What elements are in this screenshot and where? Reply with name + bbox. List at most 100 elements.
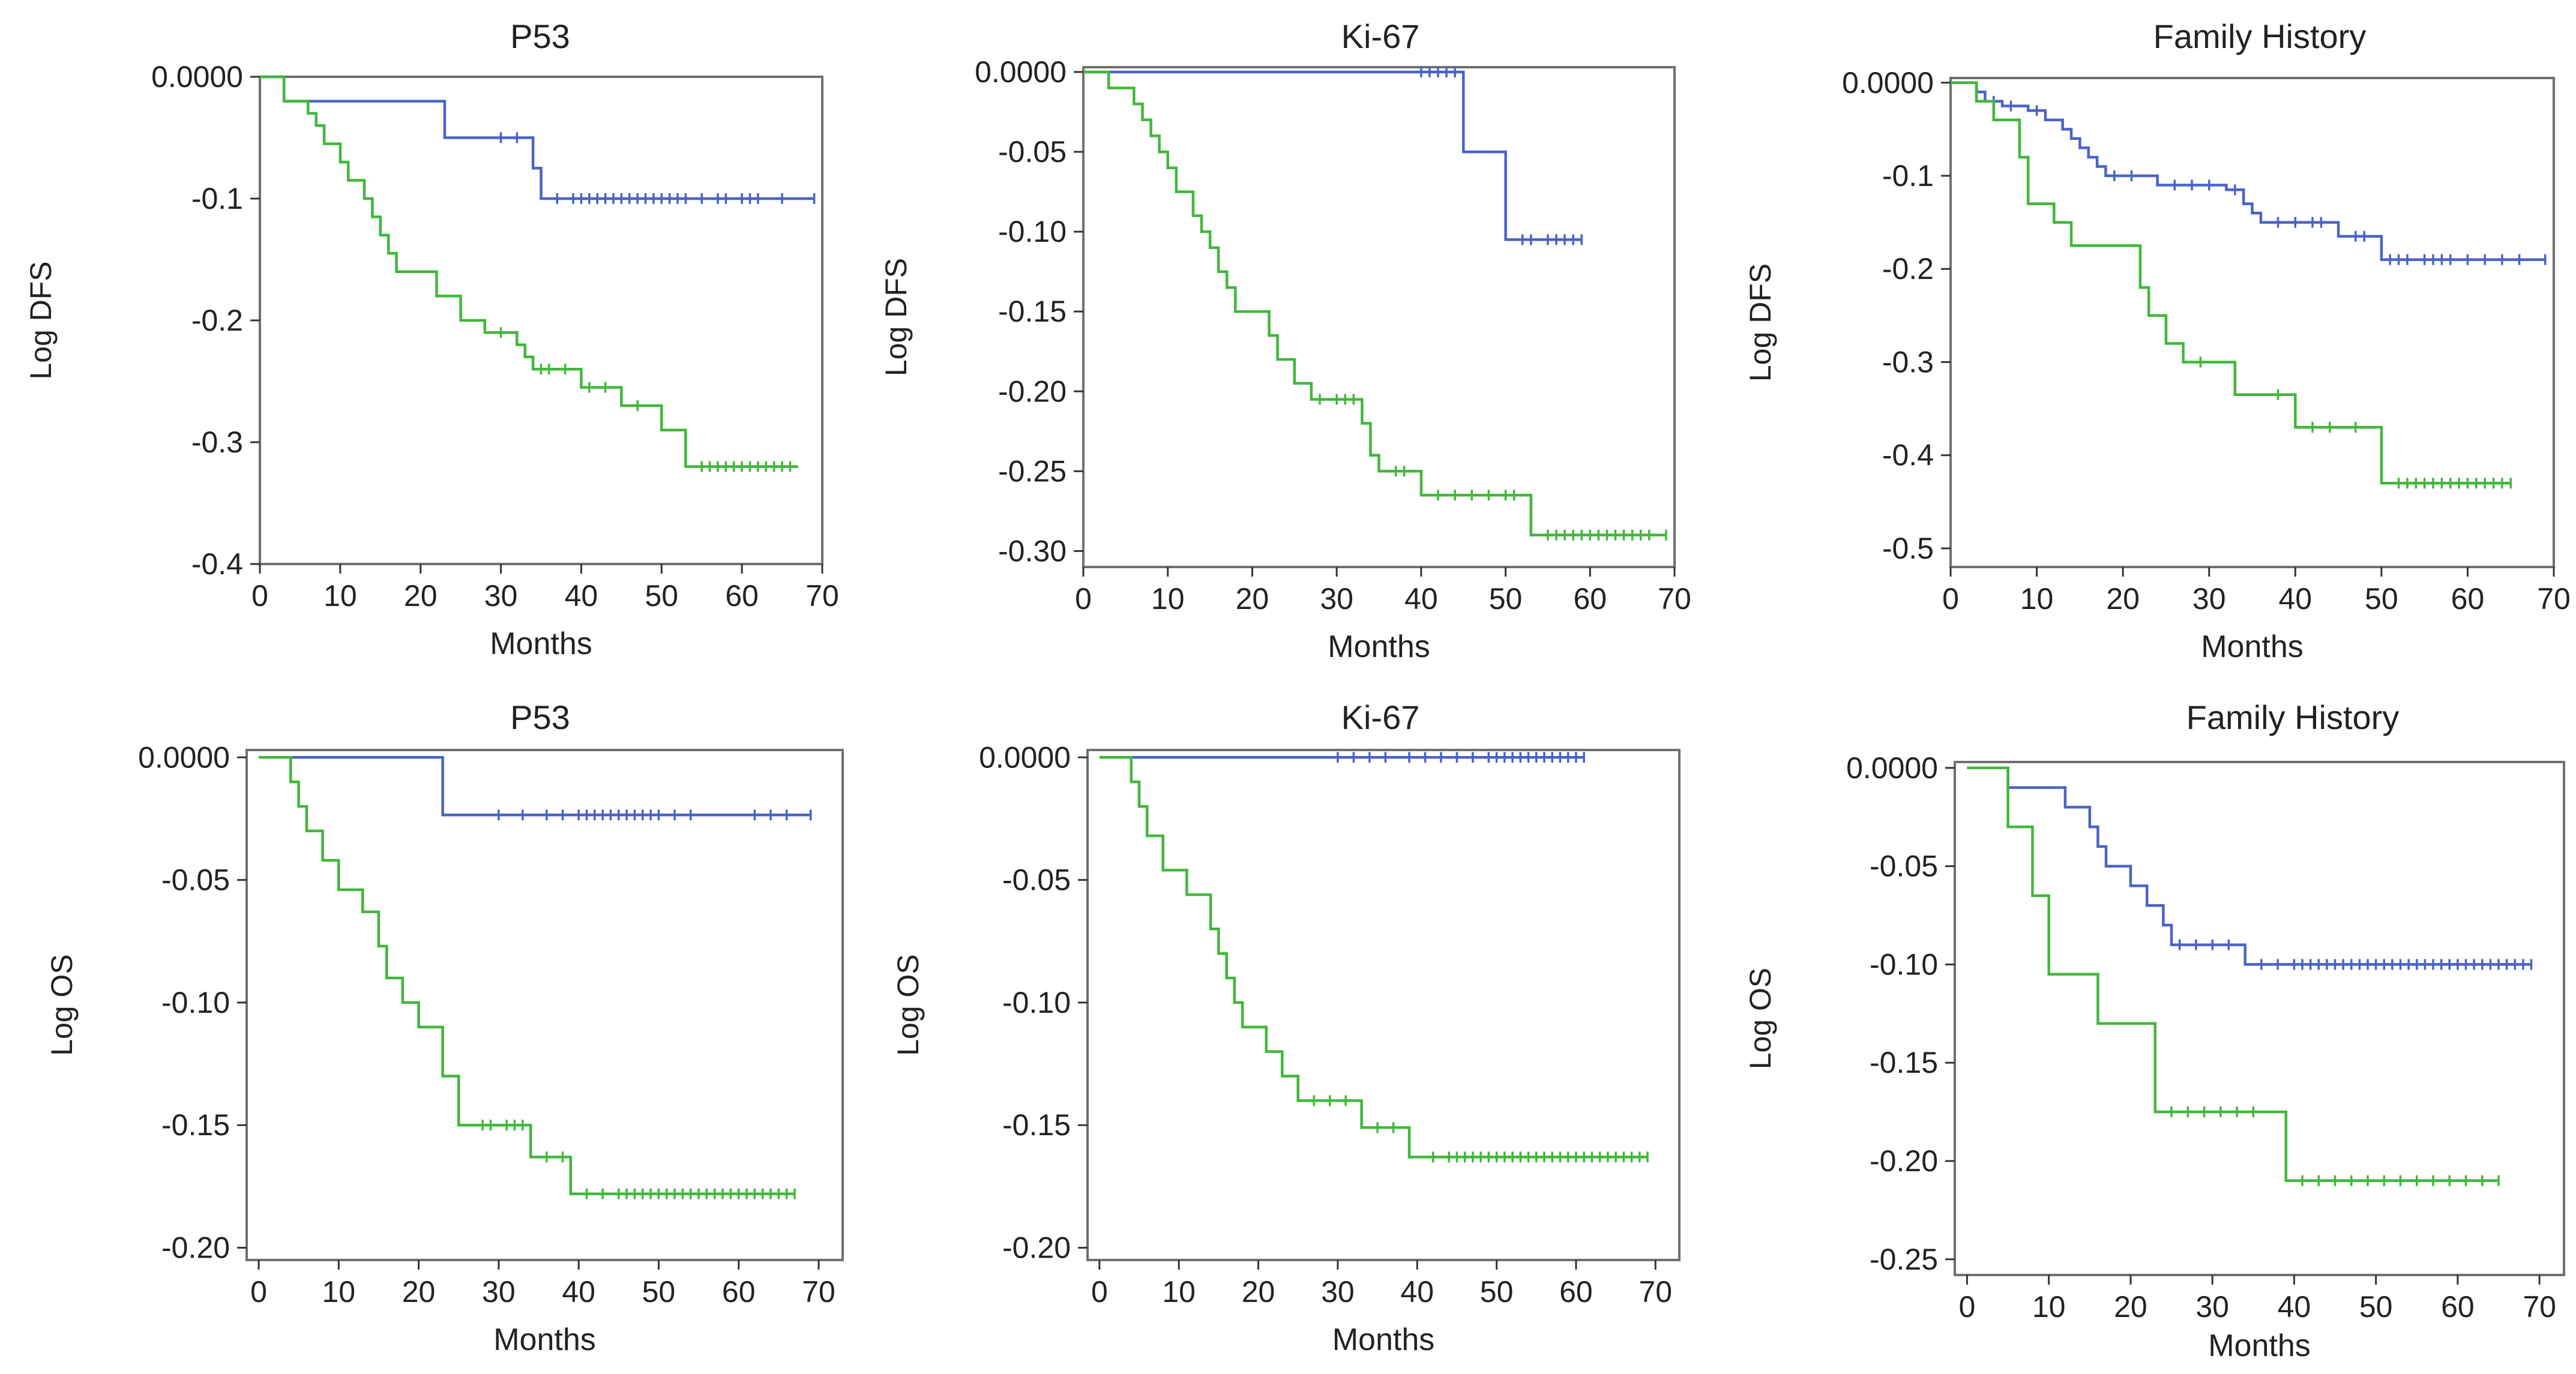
y-tick-label: -0.30 xyxy=(998,534,1067,568)
y-axis-label: Log DFS xyxy=(24,261,58,379)
y-tick-label: 0.0000 xyxy=(1846,751,1938,785)
x-tick-label: 0 xyxy=(1959,1290,1976,1324)
series-green xyxy=(1083,70,1667,541)
y-tick-label: -0.20 xyxy=(161,1231,230,1265)
plot-frame xyxy=(1954,761,2565,1276)
y-tick-label: -0.15 xyxy=(1870,1046,1938,1079)
survival-step-line xyxy=(1967,766,2532,966)
x-tick-label: 30 xyxy=(484,579,518,613)
x-tick-label: 50 xyxy=(1480,1275,1514,1309)
y-tick-label: 0.0000 xyxy=(1842,66,1934,100)
series-blue xyxy=(260,75,816,204)
series-green xyxy=(1967,766,2500,1186)
y-tick-label: -0.4 xyxy=(191,547,243,581)
x-tick-label: 60 xyxy=(1573,582,1607,616)
survival-step-line xyxy=(259,756,811,817)
x-tick-label: 40 xyxy=(2278,1290,2311,1324)
y-tick-label: -0.15 xyxy=(998,295,1067,328)
x-tick-label: 10 xyxy=(1162,1275,1196,1309)
y-tick-label: 0.0000 xyxy=(979,740,1071,774)
series-blue xyxy=(1967,766,2533,970)
survival-step-line xyxy=(1951,81,2545,261)
x-tick-label: 50 xyxy=(645,579,678,613)
plot-frame xyxy=(1949,77,2555,568)
x-tick-label: 0 xyxy=(251,579,268,613)
x-tick-label: 50 xyxy=(2359,1290,2393,1324)
series-blue xyxy=(1083,66,1583,245)
y-tick-label: -0.10 xyxy=(161,986,230,1019)
x-tick-label: 20 xyxy=(2114,1290,2147,1324)
x-tick-label: 10 xyxy=(324,579,357,613)
x-tick-label: 70 xyxy=(2537,582,2571,616)
x-tick-label: 10 xyxy=(2032,1290,2066,1324)
km-panel-6: Family History Log OS Months 0 10 20 30 40 50 60 7… xyxy=(1744,698,2565,1363)
y-axis-label: Log DFS xyxy=(879,258,913,376)
y-tick-label: 0.0000 xyxy=(138,740,230,774)
x-tick-label: 40 xyxy=(1404,582,1438,616)
chart-title: P53 xyxy=(510,17,570,55)
x-tick-label: 20 xyxy=(404,579,438,613)
x-tick-label: 60 xyxy=(2451,582,2485,616)
chart-title: Family History xyxy=(2186,698,2400,736)
x-axis-label: Months xyxy=(2201,629,2304,664)
series-green xyxy=(259,756,796,1199)
x-tick-label: 50 xyxy=(2365,582,2398,616)
x-tick-label: 70 xyxy=(1658,582,1691,616)
y-tick-label: -0.3 xyxy=(191,425,243,459)
x-tick-label: 0 xyxy=(1075,582,1092,616)
y-axis-label: Log OS xyxy=(1744,968,1777,1070)
y-tick-label: -0.25 xyxy=(1870,1243,1938,1276)
x-tick-label: 30 xyxy=(482,1275,516,1309)
y-tick-label: -0.20 xyxy=(1002,1231,1071,1265)
plot-frame xyxy=(245,749,844,1261)
y-tick-label: -0.1 xyxy=(191,182,243,215)
x-axis-label: Months xyxy=(2208,1328,2311,1363)
x-tick-label: 60 xyxy=(2441,1290,2475,1324)
y-tick-label: -0.05 xyxy=(1870,850,1938,883)
x-axis-label: Months xyxy=(1332,1322,1435,1357)
x-tick-label: 40 xyxy=(565,579,598,613)
chart-title: Ki-67 xyxy=(1341,17,1420,55)
x-tick-label: 10 xyxy=(1151,582,1185,616)
km-panel-4: P53 Log OS Months 0 10 20 30 40 50 60 70 0.0000 -0.0… xyxy=(45,698,844,1357)
plot-frame xyxy=(1086,749,1681,1261)
x-tick-label: 60 xyxy=(722,1275,756,1309)
y-axis-label: Log DFS xyxy=(1744,263,1777,382)
y-tick-label: -0.15 xyxy=(161,1108,230,1142)
survival-step-line xyxy=(1951,81,2511,485)
series-blue xyxy=(1099,752,1585,763)
plot-frame xyxy=(259,76,823,565)
x-tick-label: 50 xyxy=(642,1275,676,1309)
series-green xyxy=(1951,81,2512,489)
x-axis-label: Months xyxy=(493,1322,596,1357)
x-tick-label: 60 xyxy=(725,579,759,613)
x-tick-label: 0 xyxy=(250,1275,267,1309)
x-tick-label: 40 xyxy=(1400,1275,1434,1309)
x-tick-label: 30 xyxy=(1321,1275,1355,1309)
series-blue xyxy=(259,756,812,821)
x-tick-label: 20 xyxy=(402,1275,436,1309)
x-tick-label: 70 xyxy=(802,1275,835,1309)
x-tick-label: 40 xyxy=(562,1275,595,1309)
x-tick-label: 70 xyxy=(2523,1290,2556,1324)
x-tick-label: 70 xyxy=(805,579,839,613)
y-tick-label: -0.10 xyxy=(998,215,1067,248)
y-axis-label: Log OS xyxy=(45,954,79,1056)
km-panel-1: P53 Log DFS Months 0 10 20 30 40 50 60 70 0.0000 -0.… xyxy=(24,17,839,661)
x-tick-label: 40 xyxy=(2278,582,2312,616)
survival-step-line xyxy=(259,756,795,1195)
km-panel-5: Ki-67 Log OS Months 0 10 20 30 40 50 60 70 0.0000 -0… xyxy=(891,698,1681,1357)
y-tick-label: 0.0000 xyxy=(975,55,1067,89)
y-tick-label: -0.15 xyxy=(1002,1108,1071,1142)
plot-frame xyxy=(1082,66,1676,568)
chart-title: Ki-67 xyxy=(1341,698,1420,736)
x-tick-label: 20 xyxy=(1242,1275,1275,1309)
x-tick-label: 50 xyxy=(1489,582,1523,616)
y-tick-label: -0.20 xyxy=(1870,1144,1938,1178)
y-tick-label: -0.3 xyxy=(1882,345,1934,379)
survival-step-line xyxy=(1083,70,1666,537)
y-tick-label: -0.10 xyxy=(1870,947,1938,981)
chart-title: P53 xyxy=(510,698,570,736)
km-panel-3: Family History Log DFS Months 0 10 20 30 40 50 60… xyxy=(1744,17,2571,664)
